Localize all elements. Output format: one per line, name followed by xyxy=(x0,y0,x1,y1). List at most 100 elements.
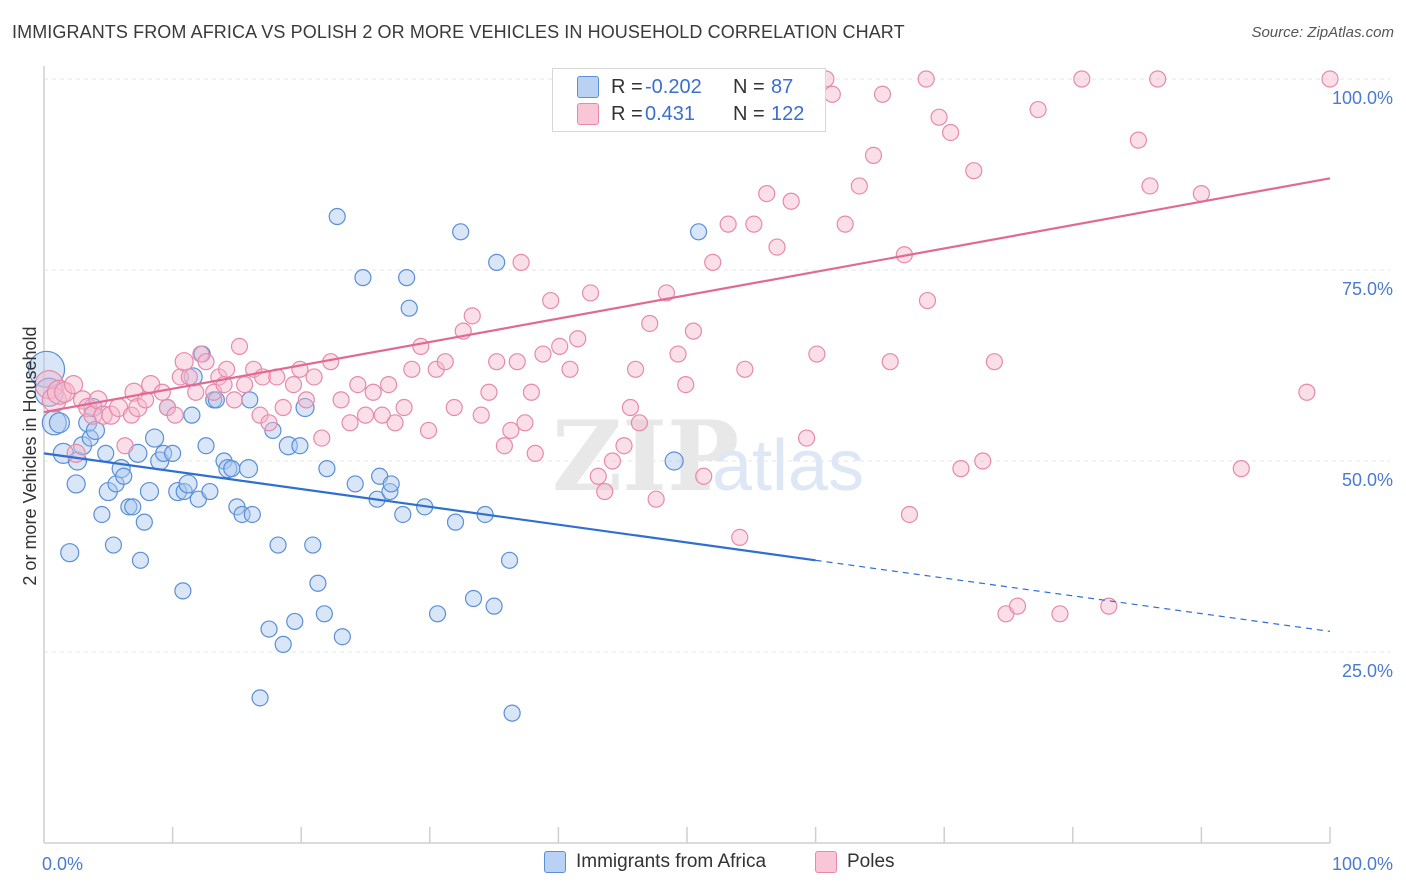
data-point-poles xyxy=(952,460,970,478)
data-point-poles xyxy=(626,360,645,378)
data-point-africa xyxy=(286,612,304,631)
tick-labels: 25.0% 50.0% 75.0% 100.0% 0.0% 100.0% xyxy=(42,88,1393,874)
data-point-africa xyxy=(154,444,173,462)
data-point-poles xyxy=(522,383,540,401)
data-point-poles xyxy=(596,482,614,501)
legend-n-value: 87 xyxy=(771,75,794,98)
data-point-poles xyxy=(472,406,490,424)
data-point-poles xyxy=(395,398,413,417)
data-point-africa xyxy=(251,689,269,707)
legend-n-label: N = xyxy=(733,75,765,98)
data-point-africa xyxy=(333,628,351,646)
data-point-africa xyxy=(164,444,182,462)
legend-n-label: N = xyxy=(733,102,765,125)
data-point-poles xyxy=(974,452,992,470)
data-point-poles xyxy=(551,337,569,355)
data-point-africa xyxy=(97,444,115,462)
data-point-poles xyxy=(218,360,236,378)
data-point-poles xyxy=(502,421,520,440)
data-point-africa xyxy=(689,223,708,241)
trend-line-poles xyxy=(43,177,1331,414)
data-point-poles xyxy=(1073,70,1091,88)
data-point-africa xyxy=(168,481,188,502)
data-point-africa xyxy=(315,605,333,623)
data-point-africa xyxy=(318,460,336,478)
axes xyxy=(43,66,1331,844)
legend-r-label: R = xyxy=(611,102,643,125)
legend-swatch-poles xyxy=(577,103,599,125)
data-point-poles xyxy=(864,146,883,164)
data-point-poles xyxy=(615,437,633,455)
data-point-africa xyxy=(382,475,400,493)
y-axis-label: 2 or more Vehicles in Household xyxy=(20,326,40,585)
trend-line-africa-extension xyxy=(815,559,1331,632)
data-point-poles xyxy=(657,284,676,302)
data-point-poles xyxy=(873,85,892,103)
data-point-africa xyxy=(243,505,261,524)
data-point-africa xyxy=(354,269,372,287)
data-point-africa xyxy=(503,704,521,722)
data-point-poles xyxy=(101,405,121,425)
data-point-poles xyxy=(488,353,506,371)
data-point-poles xyxy=(569,330,587,348)
data-point-poles xyxy=(373,406,391,424)
data-point-africa xyxy=(124,498,142,516)
data-point-africa xyxy=(304,536,322,554)
bottom-legend-item-africa: Immigrants from Africa xyxy=(544,851,766,873)
data-point-poles xyxy=(236,376,254,394)
data-point-africa xyxy=(27,350,66,388)
data-point-poles xyxy=(349,376,367,394)
x-tick-label: 100.0% xyxy=(1332,854,1393,874)
data-point-africa xyxy=(85,420,106,441)
data-point-poles xyxy=(171,368,189,386)
data-point-africa xyxy=(464,589,483,608)
data-point-africa xyxy=(120,498,138,516)
data-point-poles xyxy=(516,414,534,432)
data-point-poles xyxy=(313,429,331,447)
data-point-poles xyxy=(917,70,935,88)
y-tick-label: 75.0% xyxy=(1342,279,1393,299)
legend-swatch-africa xyxy=(577,76,599,98)
data-point-africa xyxy=(135,513,153,531)
data-point-africa xyxy=(131,551,150,569)
data-point-poles xyxy=(305,368,323,386)
data-point-poles xyxy=(1051,605,1069,623)
x-tick-label: 0.0% xyxy=(42,854,83,874)
data-point-africa xyxy=(400,299,418,317)
data-point-poles xyxy=(174,352,194,372)
data-point-poles xyxy=(403,360,421,378)
data-point-africa xyxy=(291,437,309,455)
data-point-poles xyxy=(768,238,786,256)
data-point-africa xyxy=(485,597,503,615)
data-point-africa xyxy=(144,428,165,448)
data-point-poles xyxy=(230,337,249,355)
data-point-poles xyxy=(942,123,960,142)
watermark-zip: ZIP xyxy=(552,400,739,513)
data-point-africa xyxy=(428,605,447,623)
data-point-africa xyxy=(269,536,287,554)
data-point-poles xyxy=(297,391,315,409)
data-point-poles xyxy=(508,353,526,371)
trend-line-africa xyxy=(43,452,816,562)
data-point-africa xyxy=(664,451,684,471)
data-point-poles xyxy=(930,108,948,126)
data-point-poles xyxy=(758,185,776,203)
data-point-poles xyxy=(1149,70,1167,88)
data-point-poles xyxy=(836,215,854,233)
data-point-poles xyxy=(419,421,438,440)
trend-lines xyxy=(43,177,1331,632)
data-point-poles xyxy=(881,353,899,371)
data-point-poles xyxy=(534,345,552,363)
data-point-poles xyxy=(380,376,398,394)
data-point-poles xyxy=(463,307,481,325)
data-point-africa xyxy=(260,620,278,638)
data-point-poles xyxy=(603,452,622,470)
source-credit: Source: ZipAtlas.com xyxy=(1251,24,1394,41)
data-point-poles xyxy=(386,414,404,432)
data-point-poles xyxy=(561,360,579,378)
data-point-poles xyxy=(669,345,687,363)
data-point-africa xyxy=(346,475,364,493)
data-point-poles xyxy=(695,467,713,485)
data-point-poles xyxy=(445,398,463,417)
data-point-poles xyxy=(63,375,84,395)
